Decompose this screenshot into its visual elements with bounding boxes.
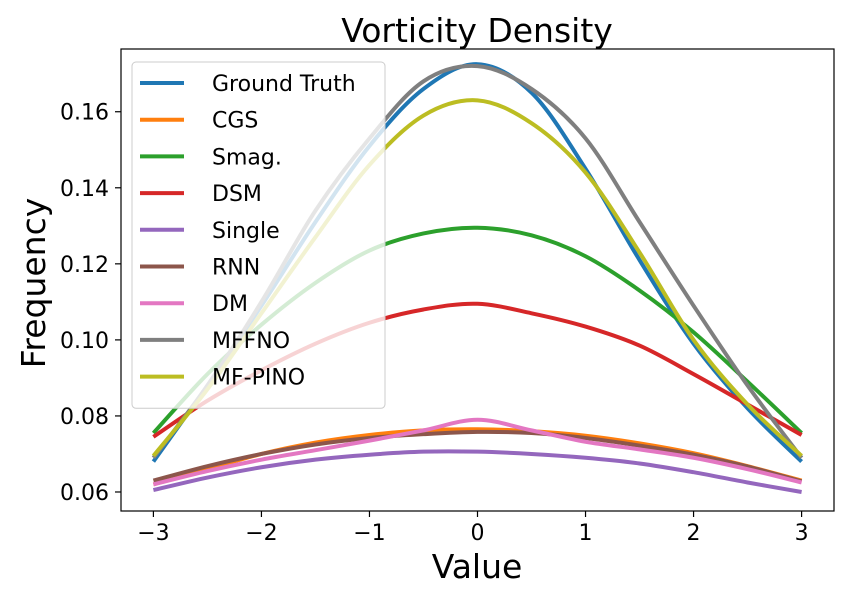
legend-label-ground-truth: Ground Truth xyxy=(212,72,356,97)
legend-label-mffno: MFFNO xyxy=(212,329,290,354)
x-tick-label: 1 xyxy=(579,521,593,546)
y-tick-label: 0.06 xyxy=(60,481,109,506)
x-tick-label: 3 xyxy=(795,521,809,546)
legend-label-rnn: RNN xyxy=(212,256,260,281)
legend: Ground Truth CGS Smag. DSM Single RNN DM MFFNO M… xyxy=(131,61,386,409)
legend-label-dsm: DSM xyxy=(212,182,262,207)
x-tick-label: 2 xyxy=(687,521,701,546)
y-tick-label: 0.10 xyxy=(60,329,109,354)
series-line-dm xyxy=(152,417,803,487)
legend-box xyxy=(131,61,386,409)
x-tick-label: −3 xyxy=(137,521,169,546)
legend-label-smag: Smag. xyxy=(212,145,282,170)
x-tick-label: −2 xyxy=(245,521,277,546)
legend-label-single: Single xyxy=(212,219,280,244)
series-line-single xyxy=(152,449,802,494)
y-tick-label: 0.12 xyxy=(60,253,109,278)
y-axis-label: Frequency xyxy=(14,198,53,368)
legend-label-mf-pino: MF-PINO xyxy=(212,366,305,391)
x-axis-label: Value xyxy=(432,547,523,586)
x-tick-label: −1 xyxy=(353,521,385,546)
x-tick-label: 0 xyxy=(471,521,485,546)
legend-label-dm: DM xyxy=(212,292,248,317)
y-tick-label: 0.14 xyxy=(60,177,109,202)
legend-label-cgs: CGS xyxy=(212,109,258,134)
y-tick-label: 0.08 xyxy=(60,405,109,430)
y-axis: 0.06 0.08 0.10 0.12 0.14 0.16 xyxy=(60,101,121,506)
chart-title: Vorticity Density xyxy=(341,11,613,50)
x-axis: −3 −2 −1 0 1 2 3 xyxy=(137,511,809,546)
y-tick-label: 0.16 xyxy=(60,101,109,126)
series-line-rnn xyxy=(152,429,803,484)
